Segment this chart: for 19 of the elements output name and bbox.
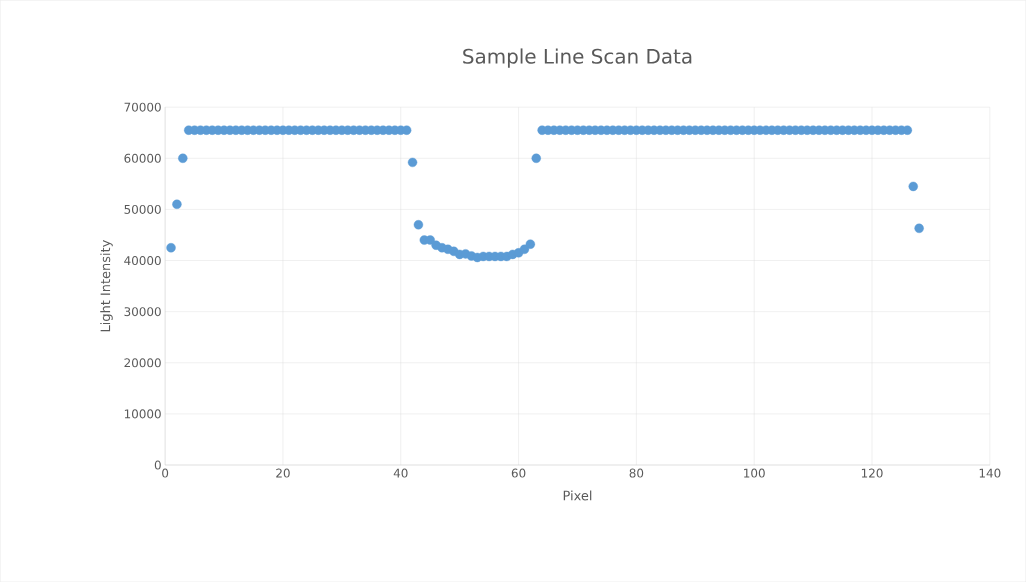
- x-axis-title: Pixel: [563, 490, 592, 501]
- y-tick-label: 30000: [124, 307, 161, 317]
- x-tick-label: 60: [511, 468, 526, 478]
- x-tick-label: 80: [629, 468, 644, 478]
- y-tick-label: 50000: [124, 204, 161, 214]
- x-tick-label: 140: [979, 468, 1001, 478]
- x-tick-label: 100: [744, 468, 765, 478]
- y-tick-label: 20000: [124, 358, 161, 368]
- y-tick-label: 10000: [124, 409, 161, 419]
- x-tick-label: 40: [393, 468, 408, 478]
- x-tick-label: 0: [162, 468, 169, 478]
- x-tick-label: 120: [861, 468, 883, 478]
- y-tick-label: 60000: [124, 153, 161, 163]
- y-tick-label: 0: [154, 460, 161, 470]
- y-tick-label: 70000: [124, 102, 161, 112]
- y-axis-title: Light Intensity: [100, 240, 113, 332]
- y-tick-label: 40000: [124, 255, 161, 265]
- chart-title: Sample Line Scan Data: [463, 48, 692, 68]
- x-tick-label: 20: [276, 468, 290, 478]
